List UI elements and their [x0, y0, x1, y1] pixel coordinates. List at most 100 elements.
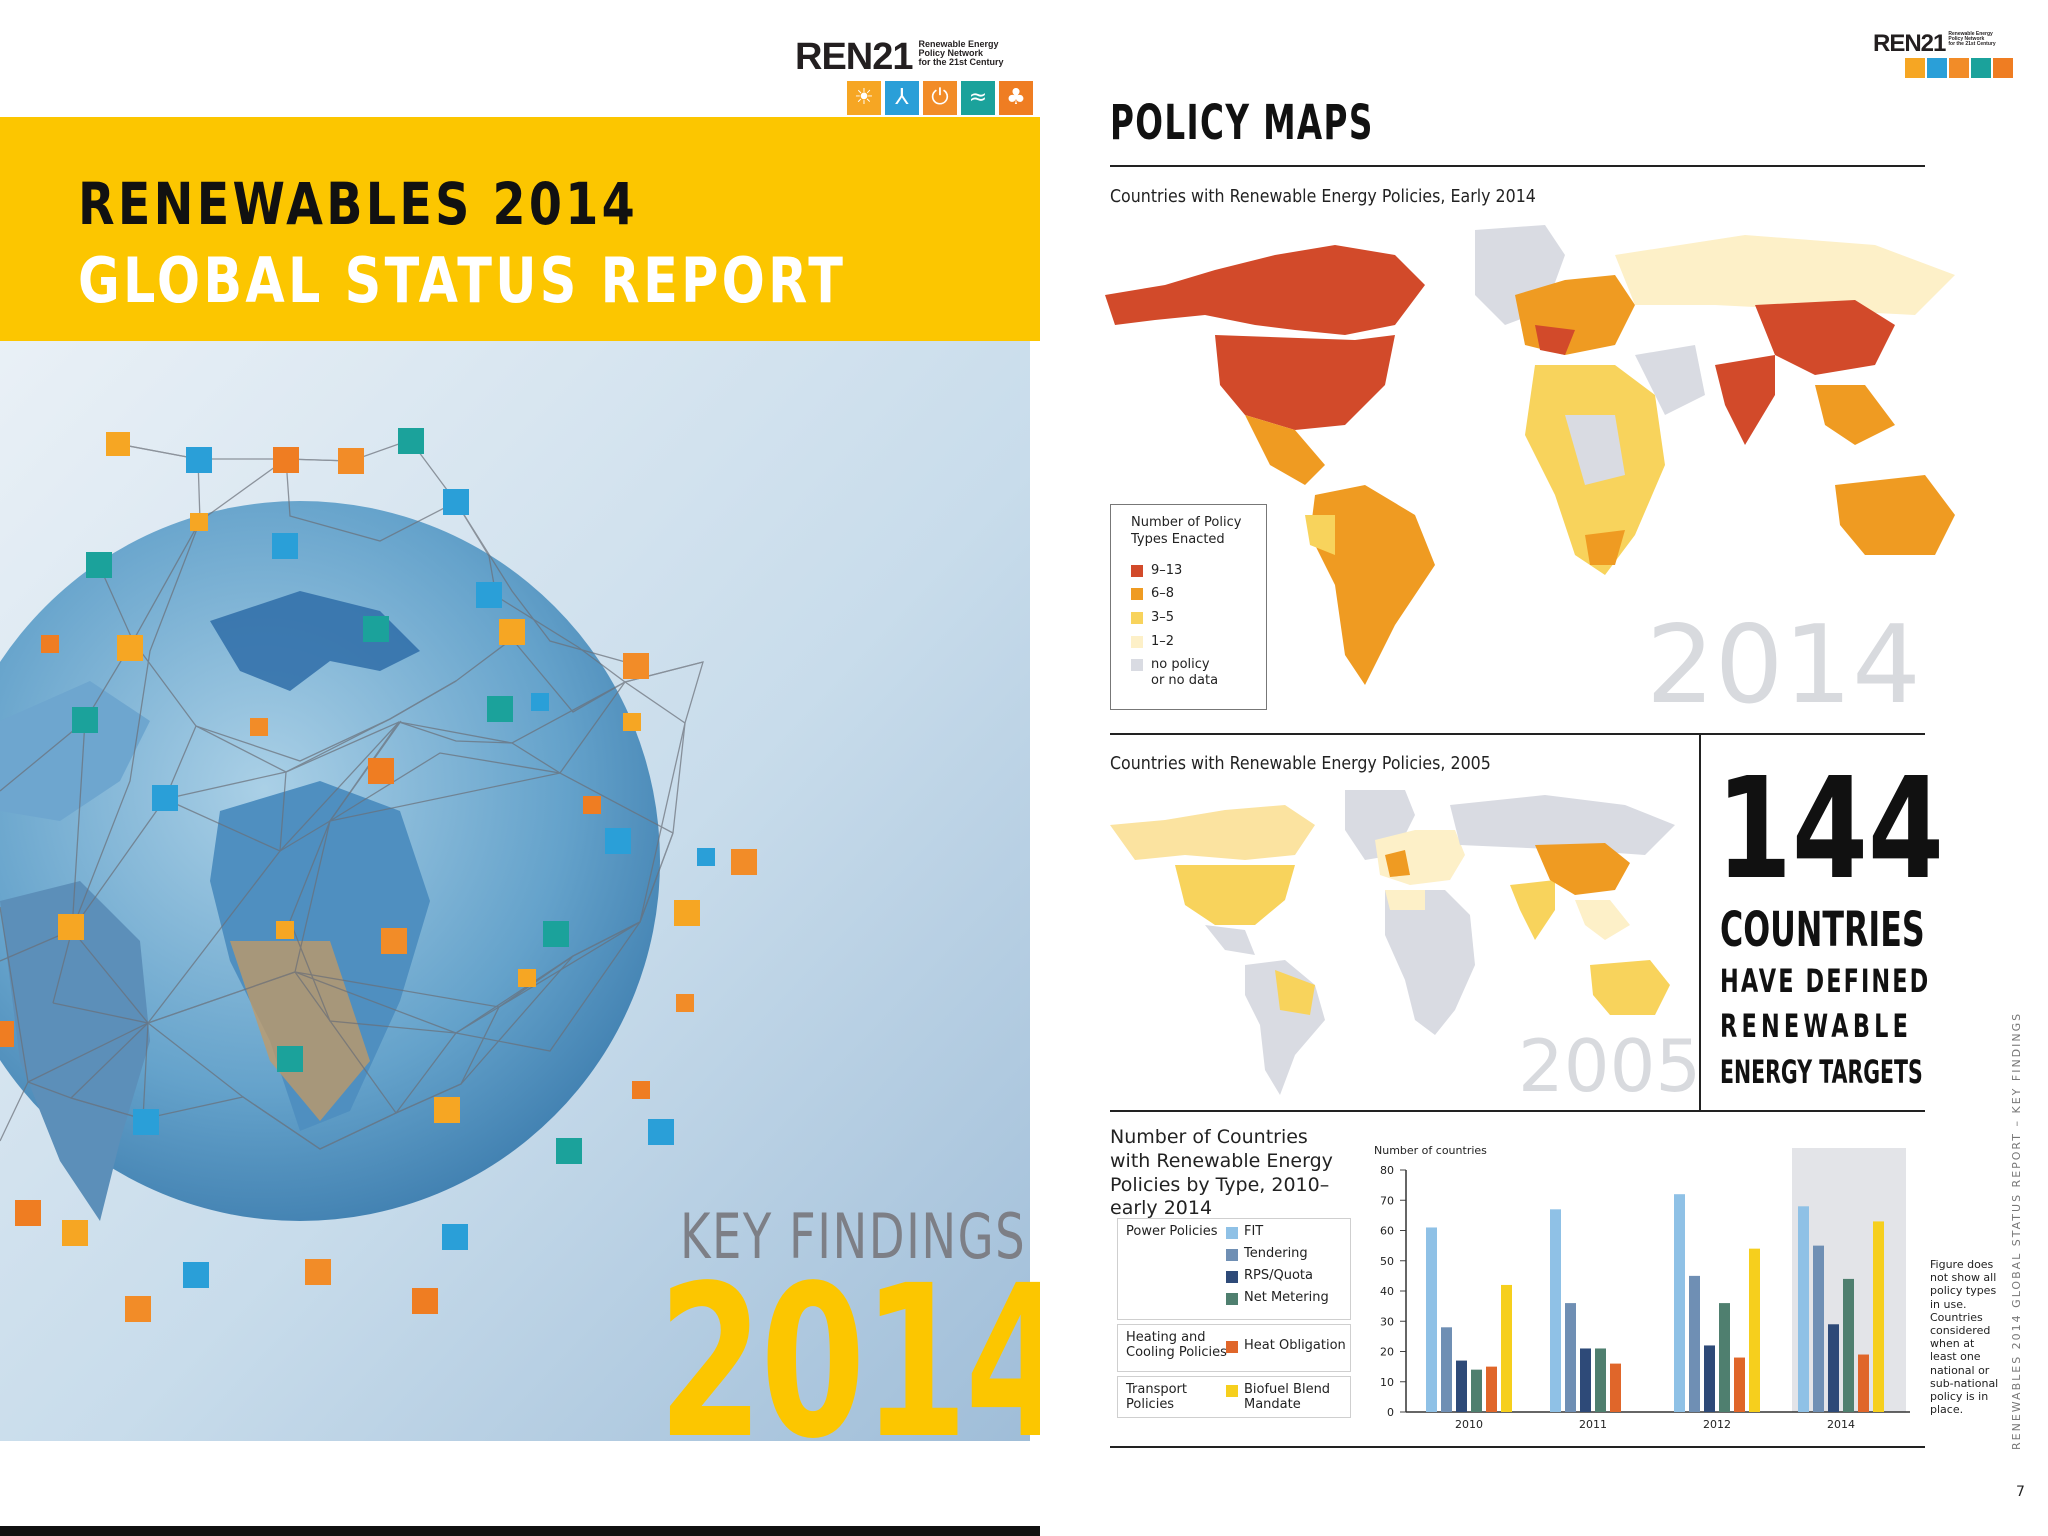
node-waves-icon: [398, 428, 424, 454]
legend-heating-cooling: Heating and Cooling Policies Heat Obliga…: [1117, 1324, 1351, 1372]
waves-icon: ≈: [961, 81, 995, 115]
node-sun-icon: [518, 969, 536, 987]
bar-net-metering-2014: [1843, 1278, 1854, 1412]
node-sun-icon: [674, 900, 700, 926]
legend-item-tendering: Tendering: [1226, 1246, 1329, 1262]
x-tick-label: 2012: [1703, 1418, 1731, 1431]
node-wind-icon: [605, 828, 631, 854]
node-wind-icon: [697, 848, 715, 866]
node-waves-icon: [86, 552, 112, 578]
y-tick-label: 30: [1380, 1315, 1394, 1328]
legend-swatch: [1131, 588, 1143, 601]
legend-title-line1: Number of Policy: [1131, 515, 1242, 530]
x-tick-label: 2010: [1455, 1418, 1483, 1431]
map-2005-russia: [1450, 795, 1675, 855]
y-tick-label: 50: [1380, 1255, 1394, 1268]
map-2005-australia: [1590, 960, 1670, 1015]
wind-turbine-icon: ⅄: [885, 81, 919, 115]
y-tick-label: 0: [1387, 1406, 1394, 1419]
map-2014-central-africa: [1565, 415, 1625, 485]
node-wind-icon: [648, 1119, 674, 1145]
node-sun-icon: [276, 921, 294, 939]
leaf-icon: ♣: [999, 81, 1033, 115]
node-leaf-icon: [368, 758, 394, 784]
cover-globe-artwork: [0, 341, 1040, 1441]
node-wind-icon: [531, 693, 549, 711]
map-2014-russia: [1615, 235, 1955, 315]
y-tick-label: 70: [1380, 1194, 1394, 1207]
bar-net-metering-2011: [1595, 1348, 1606, 1412]
logo-icon-strip-small: [1905, 58, 2013, 78]
y-tick-label: 60: [1380, 1225, 1394, 1238]
bottom-bar: [0, 1526, 1040, 1536]
map-2014-china: [1755, 300, 1895, 375]
node-wind-icon: [152, 785, 178, 811]
node-leaf-icon: [41, 635, 59, 653]
logo-subtitle-small-1: Renewable Energy: [1948, 31, 1993, 37]
logo-subtitle-small-3: for the 21st Century: [1948, 41, 1996, 47]
chart-top-rule: [1110, 1110, 1925, 1112]
leaf-icon: [1993, 58, 2013, 78]
bar-tendering-2010: [1441, 1327, 1452, 1412]
node-power-icon: [676, 994, 694, 1012]
y-tick-label: 80: [1380, 1164, 1394, 1177]
node-wind-icon: [442, 1224, 468, 1250]
y-axis-label: Number of countries: [1374, 1144, 1487, 1157]
legend-item-net-metering: Net Metering: [1226, 1290, 1329, 1306]
legend-row: no policy or no data: [1131, 657, 1256, 688]
chart-title: Number of Countries with Renewable Energ…: [1110, 1126, 1333, 1220]
x-tick-label: 2011: [1579, 1418, 1607, 1431]
waves-icon: [1971, 58, 1991, 78]
page-number: 7: [2016, 1484, 2025, 1500]
x-tick-label: 2014: [1827, 1418, 1855, 1431]
map-2014-legend: Number of Policy Types Enacted 9–13 6–8 …: [1110, 504, 1267, 710]
node-sun-icon: [623, 713, 641, 731]
fact-number: 144: [1716, 748, 1944, 911]
map-2005-africa: [1385, 890, 1475, 1035]
node-waves-icon: [277, 1046, 303, 1072]
node-power-icon: [338, 448, 364, 474]
legend-row: 3–5: [1131, 610, 1256, 626]
map-2014-mexico: [1245, 415, 1325, 485]
map-2014-india: [1715, 355, 1775, 445]
legend-row: 9–13: [1131, 563, 1256, 579]
node-leaf-icon: [15, 1200, 41, 1226]
fact-line-4: ENERGY TARGETS: [1720, 1053, 1923, 1091]
legend-label-line2: or no data: [1151, 672, 1219, 688]
bar-net-metering-2010: [1471, 1369, 1482, 1412]
key-findings-label: KEY FINDINGS: [680, 1200, 1027, 1273]
map-2005: [1110, 790, 1675, 1095]
node-sun-icon: [434, 1097, 460, 1123]
network-lines: [0, 439, 704, 1150]
legend-title-line2: Types Enacted: [1131, 531, 1225, 547]
bar-tendering-2014: [1813, 1245, 1824, 1412]
node-waves-icon: [556, 1138, 582, 1164]
bar-heat-obligation-2011: [1610, 1363, 1621, 1412]
bar-biofuel-blend-mandate-2014: [1873, 1221, 1884, 1412]
map-2014-australia: [1835, 475, 1955, 555]
node-sun-icon: [58, 914, 84, 940]
node-power-icon: [305, 1259, 331, 1285]
bar-rps-quota-2014: [1828, 1324, 1839, 1412]
node-power-icon: [250, 718, 268, 736]
map-2005-germany: [1385, 850, 1410, 877]
node-leaf-icon: [632, 1081, 650, 1099]
map-2014-south-america: [1310, 485, 1435, 685]
legend-label: 6–8: [1151, 586, 1175, 602]
bar-fit-2012: [1674, 1194, 1685, 1412]
node-sun-icon: [117, 635, 143, 661]
report-title-line2: GLOBAL STATUS REPORT: [78, 244, 847, 317]
node-wind-icon: [183, 1262, 209, 1288]
bar-heat-obligation-2012: [1734, 1357, 1745, 1412]
node-sun-icon: [499, 619, 525, 645]
legend-transport-category: Transport Policies: [1126, 1382, 1188, 1412]
map-2005-canada: [1110, 805, 1315, 860]
node-power-icon: [125, 1296, 151, 1322]
map-2014-se-asia: [1815, 385, 1895, 445]
bar-biofuel-blend-mandate-2010: [1501, 1284, 1512, 1412]
legend-label: 3–5: [1151, 609, 1175, 625]
map-2014-middle-east: [1635, 345, 1705, 415]
y-tick-label: 40: [1380, 1285, 1394, 1298]
node-sun-icon: [62, 1220, 88, 1246]
map-2014-western-europe: [1535, 325, 1575, 355]
